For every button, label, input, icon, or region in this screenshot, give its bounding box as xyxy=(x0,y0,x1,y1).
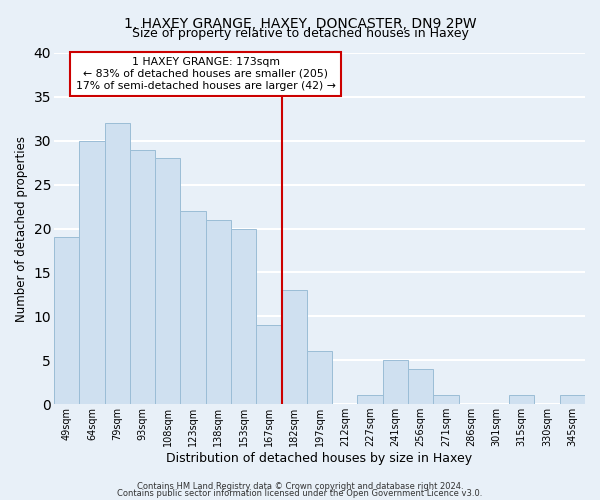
Bar xyxy=(281,290,307,404)
Bar xyxy=(560,396,585,404)
Bar xyxy=(383,360,408,404)
Text: 1, HAXEY GRANGE, HAXEY, DONCASTER, DN9 2PW: 1, HAXEY GRANGE, HAXEY, DONCASTER, DN9 2… xyxy=(124,18,476,32)
Bar xyxy=(307,352,332,404)
Bar xyxy=(256,325,281,404)
X-axis label: Distribution of detached houses by size in Haxey: Distribution of detached houses by size … xyxy=(166,452,473,465)
Bar xyxy=(358,396,383,404)
Text: Contains HM Land Registry data © Crown copyright and database right 2024.: Contains HM Land Registry data © Crown c… xyxy=(137,482,463,491)
Bar xyxy=(79,141,104,404)
Bar xyxy=(104,123,130,404)
Bar xyxy=(433,396,458,404)
Text: Contains public sector information licensed under the Open Government Licence v3: Contains public sector information licen… xyxy=(118,490,482,498)
Bar xyxy=(206,220,231,404)
Text: Size of property relative to detached houses in Haxey: Size of property relative to detached ho… xyxy=(131,28,469,40)
Bar xyxy=(408,369,433,404)
Bar xyxy=(130,150,155,404)
Bar xyxy=(231,228,256,404)
Bar xyxy=(155,158,181,404)
Bar xyxy=(54,238,79,404)
Bar xyxy=(509,396,535,404)
Bar xyxy=(181,211,206,404)
Y-axis label: Number of detached properties: Number of detached properties xyxy=(15,136,28,322)
Text: 1 HAXEY GRANGE: 173sqm
← 83% of detached houses are smaller (205)
17% of semi-de: 1 HAXEY GRANGE: 173sqm ← 83% of detached… xyxy=(76,58,335,90)
